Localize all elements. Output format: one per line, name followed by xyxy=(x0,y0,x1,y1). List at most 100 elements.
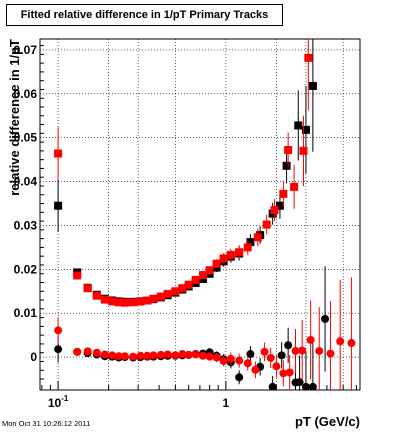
data-point-circle xyxy=(212,353,221,362)
data-point-square xyxy=(149,294,158,303)
data-point-square xyxy=(235,248,244,257)
data-point-square xyxy=(294,121,303,130)
data-point-circle xyxy=(243,359,252,368)
data-point-circle xyxy=(260,347,269,356)
data-point-square xyxy=(83,284,92,293)
data-point-circle xyxy=(108,351,117,360)
data-point-circle xyxy=(285,368,294,377)
data-point-square xyxy=(262,220,271,229)
data-point-square xyxy=(156,292,165,301)
plot-background xyxy=(40,39,360,390)
data-point-square xyxy=(143,296,152,305)
data-point-circle xyxy=(163,350,172,359)
data-point-circle xyxy=(226,354,235,363)
data-point-square xyxy=(108,297,117,306)
data-point-square xyxy=(114,298,123,307)
data-point-circle xyxy=(279,369,288,378)
data-point-circle xyxy=(301,382,310,390)
y-tick-label: 0.02 xyxy=(14,262,38,276)
timestamp-footer: Mon Oct 31 10:26:12 2011 xyxy=(2,419,91,428)
chart-title: Fitted relative difference in 1/pT Prima… xyxy=(6,4,283,26)
data-point-square xyxy=(275,201,284,210)
data-point-square xyxy=(163,289,172,298)
data-point-circle xyxy=(136,351,145,360)
x-tick-label: 10-1 xyxy=(48,394,69,410)
data-point-square xyxy=(100,295,109,304)
data-point-circle xyxy=(235,373,244,382)
data-point-square xyxy=(184,280,193,289)
data-point-square xyxy=(270,206,279,215)
data-point-circle xyxy=(219,357,228,366)
data-point-square xyxy=(299,146,308,155)
data-point-circle xyxy=(129,352,138,361)
data-point-circle xyxy=(272,362,281,371)
data-point-circle xyxy=(191,350,200,359)
data-point-circle xyxy=(54,326,63,335)
data-point-square xyxy=(191,275,200,284)
data-point-square xyxy=(198,271,207,280)
data-point-square xyxy=(54,149,63,158)
data-point-circle xyxy=(114,352,123,361)
data-point-circle xyxy=(73,347,82,356)
data-point-square xyxy=(304,53,313,62)
data-point-square xyxy=(129,298,138,307)
data-point-square xyxy=(226,250,235,259)
data-layer xyxy=(54,39,356,390)
y-tick-label: 0.04 xyxy=(14,175,38,189)
y-tick-label: 0.05 xyxy=(14,131,38,145)
data-point-circle xyxy=(308,382,317,390)
data-point-square xyxy=(243,243,252,252)
data-point-circle xyxy=(178,350,187,359)
y-tick-label: 0.03 xyxy=(14,218,38,232)
data-point-square xyxy=(253,233,262,242)
data-point-circle xyxy=(266,353,275,362)
data-point-circle xyxy=(92,348,101,357)
y-tick-label: 0.06 xyxy=(14,87,38,101)
data-point-circle xyxy=(83,347,92,356)
data-point-circle xyxy=(268,382,277,390)
data-point-circle xyxy=(171,351,180,360)
data-point-circle xyxy=(347,339,356,348)
data-point-square xyxy=(246,238,255,247)
data-point-circle xyxy=(205,352,214,361)
data-point-square xyxy=(73,271,82,280)
y-tick-label: 0.07 xyxy=(14,43,38,57)
data-point-square xyxy=(136,297,145,306)
y-tick-label: 0.01 xyxy=(14,306,38,320)
y-tick-label: 0 xyxy=(30,350,37,364)
data-point-square xyxy=(178,284,187,293)
data-point-circle xyxy=(295,378,304,387)
data-point-square xyxy=(92,291,101,300)
data-point-circle xyxy=(100,350,109,359)
data-point-circle xyxy=(326,349,335,358)
series-3 xyxy=(54,277,356,390)
data-point-circle xyxy=(156,350,165,359)
data-point-circle xyxy=(149,351,158,360)
data-point-circle xyxy=(246,350,255,359)
series-1 xyxy=(54,39,313,307)
data-point-square xyxy=(279,189,288,198)
chart-title-text: Fitted relative difference in 1/pT Prima… xyxy=(20,9,269,21)
data-point-circle xyxy=(54,345,63,354)
data-point-square xyxy=(212,259,221,268)
data-point-circle xyxy=(336,337,345,346)
data-point-circle xyxy=(284,341,293,350)
data-point-square xyxy=(284,146,293,155)
data-point-circle xyxy=(306,335,315,344)
data-point-circle xyxy=(315,346,324,355)
data-point-square xyxy=(290,182,299,191)
data-point-circle xyxy=(291,346,300,355)
data-point-square xyxy=(205,266,214,275)
data-point-circle xyxy=(184,350,193,359)
data-point-circle xyxy=(235,356,244,365)
data-point-circle xyxy=(277,351,286,360)
data-point-circle xyxy=(251,365,260,374)
data-point-circle xyxy=(298,346,307,355)
data-point-circle xyxy=(198,351,207,360)
data-point-square xyxy=(308,81,317,90)
data-point-circle xyxy=(120,352,129,361)
data-point-square xyxy=(282,161,291,170)
data-point-square xyxy=(171,287,180,296)
data-point-square xyxy=(120,298,129,307)
